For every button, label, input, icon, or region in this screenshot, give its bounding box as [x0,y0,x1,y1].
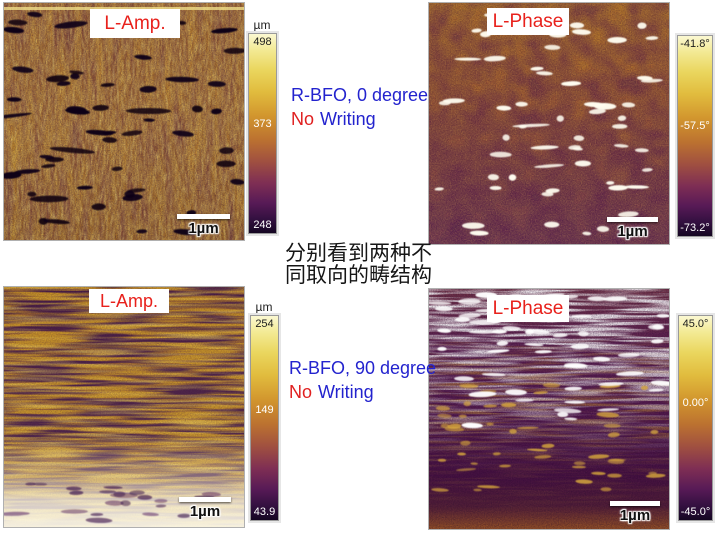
annotation-no: No [289,382,313,402]
annotation-writing: Writing [318,382,374,402]
annotation-writing-line: No Writing [289,382,436,403]
colorbar-amp-90deg: 254 149 43.9 [250,315,279,521]
annotation-90deg: R-BFO, 90 degree No Writing [289,358,436,403]
colorbar-mid: -57.5° [680,120,710,132]
panel-amp-0deg: L-Amp. 1µm [3,2,245,241]
panel-phase-0deg: L-Phase 1µm [428,2,670,245]
annotation-chinese-line2: 同取向的畴结构 [285,264,432,287]
colorbar-unit: µm [255,300,273,314]
colorbar-mid: 373 [253,118,272,130]
annotation-no: No [291,109,315,129]
colorbar-amp-0deg: 498 373 248 [248,33,277,234]
annotation-chinese: 分别看到两种不 同取向的畴结构 [285,243,432,287]
annotation-0deg: R-BFO, 0 degree No Writing [291,85,428,130]
colorbar-mid: 149 [255,404,274,416]
scale-bar [179,497,231,502]
colorbar-min: -73.2° [680,222,710,234]
colorbar-min: -45.0° [680,506,711,518]
scale-bar [177,214,230,219]
afm-image-amp-0deg [4,3,244,240]
colorbar-max: 498 [253,36,272,48]
annotation-sample-line: R-BFO, 0 degree [291,85,429,105]
colorbar-max: 45.0° [682,318,709,330]
panel-phase-90deg: L-Phase 1µm [428,288,670,530]
colorbar-mid: 0.00° [682,397,709,409]
panel-label: L-Amp. [89,289,169,313]
afm-image-phase-0deg [429,3,669,244]
scale-bar-label: 1µm [188,220,219,237]
colorbar-unit: µm [253,18,271,32]
panel-label: L-Phase [487,8,569,35]
annotation-writing: Writing [320,109,376,129]
colorbar-phase-0deg: -41.8° -57.5° -73.2° [677,35,713,237]
scale-bar [610,501,660,506]
afm-image-phase-90deg [429,289,669,529]
scale-bar-label: 1µm [189,503,221,520]
colorbar-max: 254 [255,318,274,330]
scale-bar-label: 1µm [619,507,651,524]
scale-bar-label: 1µm [617,223,648,240]
panel-label: L-Amp. [90,9,180,38]
panel-label: L-Phase [487,295,569,322]
scale-bar [607,217,658,222]
annotation-chinese-line1: 分别看到两种不 [285,242,432,265]
colorbar-max: -41.8° [680,38,710,50]
afm-image-amp-90deg [4,287,244,527]
panel-amp-90deg: L-Amp. 1µm [3,286,245,528]
colorbar-min: 43.9 [253,506,276,518]
annotation-sample-line: R-BFO, 90 degree [289,358,437,378]
annotation-writing-line: No Writing [291,109,428,130]
colorbar-phase-90deg: 45.0° 0.00° -45.0° [678,315,713,521]
colorbar-min: 248 [253,219,272,231]
